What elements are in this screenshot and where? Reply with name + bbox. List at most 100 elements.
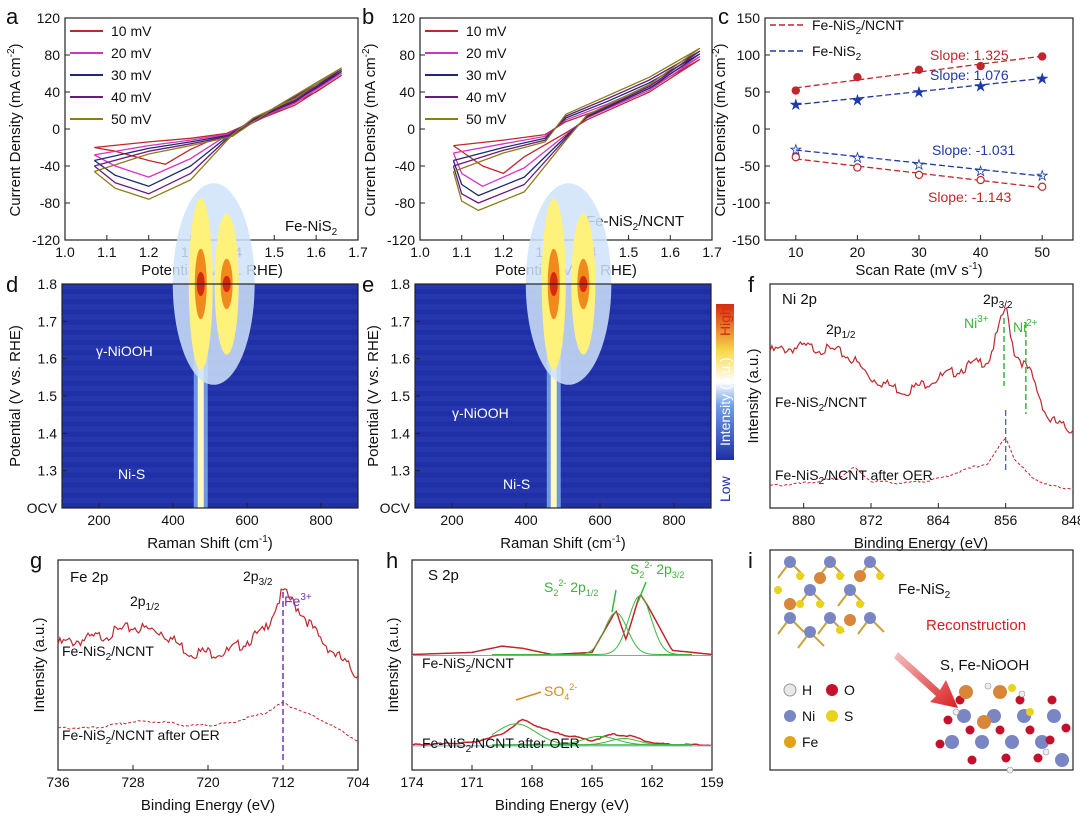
reconstruction-arrow (894, 652, 958, 708)
ni-atom-2-8 (1055, 753, 1069, 767)
atom-fe-label: Fe (802, 734, 819, 750)
annotation-niooh-e: γ-NiOOH (452, 405, 509, 421)
axis-d-ytick-label-2: 1.6 (38, 351, 58, 367)
legend-a-label-4: 50 mV (111, 111, 152, 127)
h-atom-2-2 (952, 708, 960, 716)
slope-label-2: Slope: 1.076 (930, 67, 1009, 83)
axis-e-ytick-label-4: 1.4 (391, 425, 411, 441)
title-h: S 2p (428, 567, 459, 584)
xps-curve-g-1 (57, 701, 359, 742)
slope-label-3: Slope: -1.031 (932, 142, 1015, 158)
axis-e-xtick-label-3: 800 (662, 512, 686, 528)
axis-c-ytick-label-6: -150 (732, 232, 760, 248)
raman-heatmap-d (62, 183, 358, 508)
point-c-2-1: ★ (852, 150, 864, 165)
axis-c-xtick-label-0: 10 (788, 244, 804, 260)
axis-g-xtick-label-0: 736 (46, 774, 70, 790)
s-atom-1-4 (856, 600, 864, 608)
point-c-1-2: ★ (913, 84, 925, 99)
arrow-s2-p12 (611, 589, 617, 613)
axis-d-ytick-label-6: OCV (27, 500, 58, 516)
fe-atom-2-0 (959, 685, 973, 699)
ticks-g: 736 728 720 712 704 (46, 765, 370, 790)
heat-stripe-d-19 (62, 477, 358, 483)
point-c-0-2 (914, 65, 924, 75)
sample-h-2: Fe-NiS2/NCNT after OER (422, 735, 580, 755)
point-c-1-1: ★ (852, 92, 864, 107)
axis-a-ytick-label-4: -40 (40, 158, 60, 174)
axis-c-xtick-label-1: 20 (850, 244, 866, 260)
axis-a-ytick-label-1: 80 (44, 47, 60, 63)
point-c-3-3 (976, 175, 985, 185)
heat-stripe-e-21 (415, 497, 711, 503)
axis-b-xtick-label-5: 1.5 (619, 244, 639, 260)
s-atom-1-0 (796, 572, 804, 580)
axis-h-xtick-label-2: 168 (520, 774, 544, 790)
axis-d-ytick-label-5: 1.3 (38, 463, 58, 479)
axis-e-ytick-label-2: 1.6 (391, 351, 411, 367)
axis-a-xtick-label-0: 1.0 (55, 244, 75, 260)
heat-stripe-e-10 (415, 385, 711, 391)
ni-atom-1-5 (784, 612, 796, 624)
ylabel-d: Potential (V vs. RHE) (7, 325, 24, 467)
atom-h-label: H (802, 682, 812, 698)
slope-label-1: Slope: 1.325 (930, 47, 1009, 63)
o-atom-2-7 (1001, 753, 1011, 763)
axis-a-xtick-label-7: 1.7 (348, 244, 368, 260)
axis-a-xtick-label-1: 1.1 (97, 244, 117, 260)
axis-b-ytick-label-0: 120 (392, 10, 416, 26)
fit-peak-h-4 (492, 737, 692, 746)
legend-c-label-2: Fe-NiS2 (812, 43, 862, 63)
heat-stripe-e-18 (415, 467, 711, 473)
panel-g: g 736 728 720 712 704 Fe 2p 2p1/2 2p3/2 Fe3+… (30, 548, 370, 814)
ylabel-h: Intensity (a.u.) (385, 617, 402, 712)
point-c-0-1 (853, 72, 862, 82)
cv-curves-b (452, 47, 701, 212)
sample-f-2: Fe-NiS2/NCNT after OER (775, 467, 933, 487)
annotation-nis-e: Ni-S (503, 476, 530, 492)
heat-stripe-e-20 (415, 487, 711, 493)
xps-curve-f-0 (769, 306, 1074, 434)
axis-b-ytick-label-2: 40 (399, 84, 415, 100)
axis-a-ytick-label-2: 40 (44, 84, 60, 100)
axis-a-xtick-label-2: 1.2 (139, 244, 159, 260)
peak-label-s2-p12: S22- 2p1/2 (544, 578, 598, 598)
band-nis-d (197, 284, 204, 508)
axis-b-xtick-label-1: 1.1 (452, 244, 472, 260)
axis-a-xtick-label-5: 1.5 (265, 244, 285, 260)
cv-curve-a-4 (93, 67, 342, 200)
axis-a-xtick-label-6: 1.6 (306, 244, 326, 260)
title-g: Fe 2p (70, 569, 108, 586)
ylabel-g: Intensity (a.u.) (31, 617, 48, 712)
axis-e-ytick-label-5: 1.3 (391, 463, 411, 479)
xps-curve-f-1 (769, 438, 1074, 490)
axis-g-xtick-label-1: 728 (121, 774, 145, 790)
ni-atom-2-3 (1035, 735, 1049, 749)
plot-frame-f (769, 283, 1074, 509)
panel-b: b 1.01.11.21.31.41.51.61.712080400-40-80… (361, 4, 722, 279)
crystal-structure-fe-niooh (935, 682, 1071, 774)
fit-line-c-1 (795, 77, 1043, 106)
legend-b-label-3: 40 mV (466, 89, 507, 105)
o-atom-2-9 (1061, 723, 1071, 733)
ni-atom-1-7 (864, 612, 876, 624)
axis-f-xtick-label-1: 872 (859, 512, 883, 528)
xlabel-e: Raman Shift (cm-1) (500, 534, 626, 552)
axis-c-ytick-label-1: 100 (737, 47, 761, 63)
o-atom-2-2 (995, 725, 1005, 735)
ni-atom-1-4 (844, 584, 856, 596)
heat-stripe-d-20 (62, 487, 358, 493)
scatter-marks-c: ★ ★ ★ ★ ★ ★ ★ ★ ★ ★ (790, 52, 1048, 191)
panel-letter-a: a (6, 4, 19, 29)
axis-a-ytick-label-3: 0 (52, 121, 60, 137)
cv-curve-a-3 (93, 69, 342, 195)
h-atom-2-3 (1042, 748, 1050, 756)
cv-curve-b-2 (452, 53, 701, 197)
xlabel-c: Scan Rate (mV s-1) (855, 261, 982, 279)
axis-f-xtick-label-0: 880 (792, 512, 816, 528)
axis-c-ytick-label-4: -50 (740, 158, 760, 174)
axis-d-ytick-label-0: 1.8 (38, 276, 58, 292)
peak-label-so4: SO42- (544, 682, 577, 702)
point-c-3-2 (914, 170, 924, 180)
legend-b-label-0: 10 mV (466, 23, 507, 39)
